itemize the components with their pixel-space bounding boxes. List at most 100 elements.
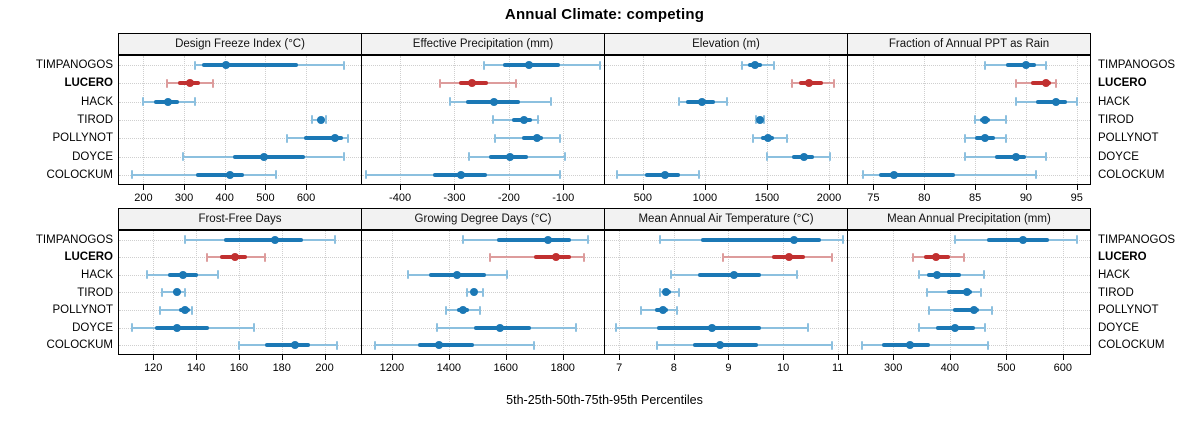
series-row-hack	[605, 93, 847, 111]
interval-cap	[438, 78, 441, 88]
axis-tick	[196, 355, 198, 360]
interval-cap	[145, 270, 148, 280]
series-row-lucero	[119, 249, 361, 267]
median-dot	[316, 115, 325, 124]
h-gridline	[119, 83, 361, 85]
median-dot	[661, 170, 670, 179]
h-gridline	[119, 138, 361, 140]
series-row-lucero	[848, 249, 1090, 267]
interval-cap	[142, 97, 145, 107]
interval-cap	[675, 305, 678, 315]
interval-cap	[574, 323, 577, 333]
interval-25-75	[1036, 99, 1067, 104]
h-gridline	[362, 138, 604, 140]
series-row-timpanogos	[362, 231, 604, 249]
axis-tick	[893, 355, 895, 360]
median-dot	[658, 306, 667, 315]
panel-title: Effective Precipitation (mm)	[412, 38, 554, 50]
axis-tick-label: 140	[186, 362, 206, 374]
h-gridline	[848, 119, 1090, 121]
median-dot	[951, 323, 960, 332]
series-row-pollynot	[119, 129, 361, 147]
interval-cap	[986, 340, 989, 350]
axis-tick-label: 7	[616, 362, 623, 374]
interval-cap	[563, 152, 566, 162]
series-row-pollynot	[848, 129, 1090, 147]
median-dot	[172, 288, 181, 297]
interval-cap	[861, 340, 864, 350]
interval-cap	[842, 235, 845, 245]
interval-25-75	[692, 343, 759, 348]
interval-cap	[982, 270, 985, 280]
series-row-timpanogos	[605, 231, 847, 249]
series-row-colockum	[605, 166, 847, 184]
axis-tick	[238, 355, 240, 360]
h-gridline	[119, 274, 361, 276]
median-dot	[931, 253, 940, 262]
median-dot	[544, 235, 553, 244]
axis-tick-label: 500	[997, 362, 1016, 374]
axis-tick	[184, 185, 186, 190]
axis-tick-label: 9	[725, 362, 732, 374]
median-dot	[784, 253, 793, 262]
axis-tick-label: 1600	[493, 362, 518, 374]
axis-tick-label: 160	[229, 362, 249, 374]
panel-header-fraction-of-annual-ppt-as-rain: Fraction of Annual PPT as Rain	[847, 33, 1091, 55]
interval-25-75	[698, 272, 762, 277]
interval-cap	[587, 235, 590, 245]
axis-tick	[281, 355, 283, 360]
axis-tick	[924, 185, 926, 190]
series-row-tirod	[362, 111, 604, 129]
median-dot	[434, 341, 443, 350]
interval-cap	[130, 323, 133, 333]
axis-tick-label: 600	[296, 192, 316, 204]
series-row-colockum	[362, 166, 604, 184]
interval-cap	[726, 97, 729, 107]
h-gridline	[848, 83, 1090, 85]
interval-cap	[536, 115, 539, 125]
median-dot	[1052, 97, 1061, 106]
interval-cap	[991, 305, 994, 315]
median-dot	[729, 270, 738, 279]
interval-cap	[184, 287, 187, 297]
axis-tick	[1025, 185, 1027, 190]
interval-cap	[917, 323, 920, 333]
series-row-lucero	[605, 249, 847, 267]
axis-tick-label: 200	[134, 192, 153, 204]
median-dot	[661, 288, 670, 297]
panel-header-effective-precipitation-mm: Effective Precipitation (mm)	[361, 33, 605, 55]
interval-cap	[216, 270, 219, 280]
panel-title: Growing Degree Days (°C)	[414, 213, 552, 225]
h-gridline	[605, 292, 847, 294]
axis-tick	[454, 185, 456, 190]
series-row-doyce	[848, 319, 1090, 337]
panel-plot-design-freeze-index-c	[118, 55, 362, 185]
panel-plot-frost-free-days	[118, 230, 362, 355]
panel-plot-mean-annual-air-temperature-c	[604, 230, 848, 355]
interval-cap	[449, 97, 452, 107]
site-label-right-colockum: COLOCKUM	[1098, 168, 1165, 181]
site-label-left-timpanogos: TIMPANOGOS	[35, 59, 113, 72]
interval-cap	[927, 305, 930, 315]
series-row-tirod	[119, 111, 361, 129]
axis-tick	[562, 355, 564, 360]
interval-cap	[1004, 115, 1007, 125]
median-dot	[181, 306, 190, 315]
median-dot	[470, 288, 479, 297]
site-label-left-tirod: TIROD	[77, 286, 113, 299]
series-row-timpanogos	[362, 56, 604, 74]
x-axis-label: 5th-25th-50th-75th-95th Percentiles	[506, 393, 703, 407]
median-dot	[1011, 152, 1020, 161]
interval-cap	[558, 170, 561, 180]
interval-cap	[489, 252, 492, 262]
series-row-pollynot	[119, 301, 361, 319]
chart-title: Annual Climate: competing	[504, 6, 705, 23]
interval-25-75	[1031, 81, 1052, 86]
panel-title: Elevation (m)	[692, 38, 760, 50]
interval-cap	[274, 170, 277, 180]
site-label-left-hack: HACK	[81, 95, 113, 108]
h-gridline	[119, 310, 361, 312]
axis-tick-label: -100	[552, 192, 575, 204]
interval-25-75	[223, 237, 304, 242]
panel-header-mean-annual-air-temperature-c: Mean Annual Air Temperature (°C)	[604, 208, 848, 230]
